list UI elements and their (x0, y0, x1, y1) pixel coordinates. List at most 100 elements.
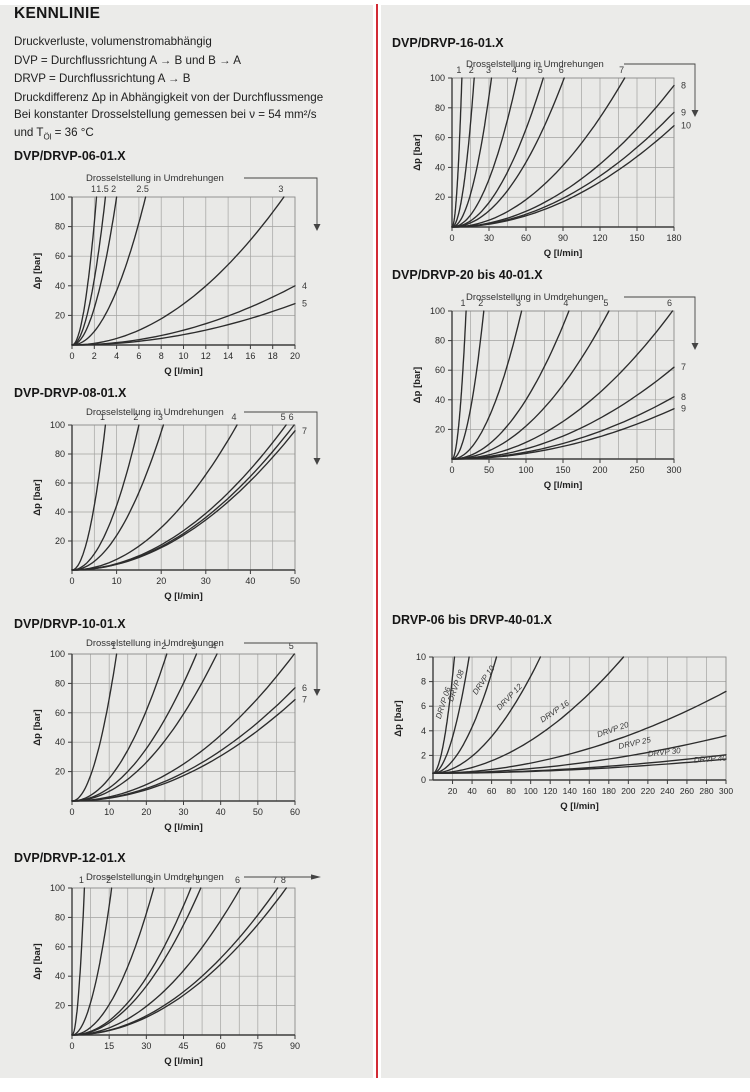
svg-text:Q [l/min]: Q [l/min] (560, 801, 599, 812)
svg-text:100: 100 (50, 192, 65, 202)
svg-text:80: 80 (435, 336, 445, 346)
svg-text:60: 60 (55, 251, 65, 261)
page-title: KENNLINIE (14, 5, 101, 22)
intro-line: Druckdifferenz Δp in Abhängigkeit von de… (14, 90, 324, 104)
svg-text:100: 100 (518, 465, 533, 475)
column-divider-line (376, 4, 378, 1078)
chart-title: DVP/DRVP-16-01.X (392, 36, 504, 50)
svg-text:180: 180 (666, 233, 681, 243)
svg-text:0: 0 (69, 807, 74, 817)
svg-text:220: 220 (641, 786, 655, 796)
svg-text:Q [l/min]: Q [l/min] (544, 480, 583, 491)
svg-text:40: 40 (216, 807, 226, 817)
chart-canvas-dvp-drvp-10-01x: 0 10 20 30 40 50 60 20 40 60 80 100 Q [l/min] Δp [bar… (32, 638, 321, 833)
svg-text:14: 14 (223, 351, 233, 361)
svg-text:120: 120 (543, 786, 557, 796)
svg-text:2: 2 (106, 875, 111, 885)
svg-text:160: 160 (582, 786, 596, 796)
svg-text:18: 18 (268, 351, 278, 361)
chart-canvas-dvp-drvp-16-01x: 0 30 60 90 120 150 180 20 40 60 80 100 Q [l/min] Δp [… (412, 59, 699, 259)
svg-text:240: 240 (660, 786, 674, 796)
svg-text:5: 5 (603, 298, 608, 308)
svg-text:3: 3 (278, 184, 283, 194)
svg-text:300: 300 (719, 786, 733, 796)
svg-text:2: 2 (92, 351, 97, 361)
svg-text:2.5: 2.5 (136, 184, 149, 194)
intro-temp-suffix: = 36 °C (51, 125, 94, 139)
svg-text:Drosselstellung in Umdrehungen: Drosselstellung in Umdrehungen (86, 638, 224, 649)
svg-text:200: 200 (621, 786, 635, 796)
svg-text:Δp [bar]: Δp [bar] (412, 367, 423, 403)
intro-line: Druckverluste, volumenstromabhängig (14, 35, 212, 48)
svg-text:9: 9 (681, 404, 686, 414)
svg-text:8: 8 (281, 875, 286, 885)
svg-text:1: 1 (461, 298, 466, 308)
svg-text:10: 10 (112, 576, 122, 586)
svg-text:4: 4 (302, 281, 307, 291)
intro-line: DRVP = Durchflussrichtung A → B (14, 72, 191, 86)
svg-text:180: 180 (602, 786, 616, 796)
svg-text:1.5: 1.5 (96, 184, 109, 194)
svg-text:8: 8 (681, 80, 686, 90)
svg-text:Q [l/min]: Q [l/min] (544, 248, 583, 259)
intro-line: DVP = Durchflussrichtung A → B und B → A (14, 53, 241, 67)
chart-dvp-drvp-16-01x: DVP/DRVP-16-01.X 0 30 60 90 120 150 180 20 40 60 8… (388, 36, 745, 264)
svg-text:20: 20 (448, 786, 458, 796)
svg-text:20: 20 (290, 351, 300, 361)
svg-text:9: 9 (681, 107, 686, 117)
svg-text:20: 20 (55, 536, 65, 546)
svg-text:6: 6 (289, 412, 294, 422)
svg-text:0: 0 (449, 465, 454, 475)
svg-text:10: 10 (178, 351, 188, 361)
svg-text:100: 100 (50, 649, 65, 659)
intro-text: Druckverluste, volumenstromabhängig DVP … (14, 33, 370, 146)
svg-text:250: 250 (629, 465, 644, 475)
svg-text:5: 5 (195, 875, 200, 885)
svg-text:4: 4 (114, 351, 119, 361)
svg-text:7: 7 (681, 362, 686, 372)
svg-text:100: 100 (524, 786, 538, 796)
intro-line: Bei konstanter Drosselstellung gemessen … (14, 108, 317, 122)
svg-text:8: 8 (421, 677, 426, 687)
svg-text:1: 1 (456, 65, 461, 75)
svg-text:50: 50 (253, 807, 263, 817)
svg-text:150: 150 (555, 465, 570, 475)
svg-text:80: 80 (55, 222, 65, 232)
svg-text:40: 40 (55, 281, 65, 291)
svg-text:3: 3 (158, 412, 163, 422)
svg-text:90: 90 (558, 233, 568, 243)
svg-text:20: 20 (55, 1001, 65, 1011)
svg-text:60: 60 (435, 365, 445, 375)
svg-text:1: 1 (91, 184, 96, 194)
svg-text:40: 40 (55, 737, 65, 747)
svg-text:6: 6 (136, 351, 141, 361)
svg-text:60: 60 (55, 478, 65, 488)
svg-text:60: 60 (55, 942, 65, 952)
svg-text:50: 50 (290, 576, 300, 586)
svg-text:20: 20 (55, 767, 65, 777)
svg-text:6: 6 (235, 875, 240, 885)
chart-dvp-drvp-06-01x: DVP/DRVP-06-01.X 0 2 4 6 8 10 12 14 16 18 20 20 40 60… (10, 149, 355, 380)
chart-dvp-drvp-20-40-01x: DVP/DRVP-20 bis 40-01.X 0 50 100 150 200 250 3… (388, 268, 745, 496)
svg-text:60: 60 (290, 807, 300, 817)
svg-text:Drosselstellung in Umdrehungen: Drosselstellung in Umdrehungen (466, 292, 604, 303)
svg-text:10: 10 (416, 652, 426, 662)
svg-text:2: 2 (111, 184, 116, 194)
svg-text:Δp [bar]: Δp [bar] (32, 479, 43, 515)
svg-text:200: 200 (592, 465, 607, 475)
svg-text:5: 5 (289, 641, 294, 651)
svg-text:Drosselstellung in Umdrehungen: Drosselstellung in Umdrehungen (86, 407, 224, 418)
svg-text:2: 2 (161, 641, 166, 651)
svg-text:75: 75 (253, 1041, 263, 1051)
chart-canvas-drvp-06-40-01x: 20 40 60 80 100 120 140 160 180 200 220 240 260 280 30… (393, 652, 733, 812)
svg-text:30: 30 (178, 807, 188, 817)
svg-text:DRVP 40: DRVP 40 (693, 753, 727, 764)
svg-text:0: 0 (69, 576, 74, 586)
svg-text:80: 80 (55, 678, 65, 688)
chart-title: DVP/DRVP-06-01.X (14, 149, 126, 163)
svg-text:10: 10 (104, 807, 114, 817)
svg-text:140: 140 (563, 786, 577, 796)
svg-text:Drosselstellung in Umdrehungen: Drosselstellung in Umdrehungen (466, 59, 604, 70)
